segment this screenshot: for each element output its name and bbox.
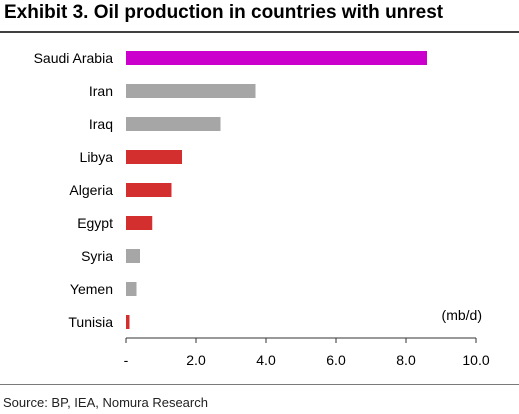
category-label-yemen: Yemen [70, 281, 113, 297]
bar-iran [126, 84, 256, 98]
category-label-iran: Iran [89, 83, 113, 99]
x-tick-label: 10.0 [462, 352, 489, 368]
category-label-iraq: Iraq [89, 116, 113, 132]
bar-algeria [126, 183, 172, 197]
bar-saudi-arabia [126, 51, 427, 65]
x-tick-label: 2.0 [186, 352, 206, 368]
bar-tunisia [126, 315, 130, 329]
category-label-saudi-arabia: Saudi Arabia [34, 50, 114, 66]
bar-yemen [126, 282, 137, 296]
bar-iraq [126, 117, 221, 131]
category-label-libya: Libya [80, 149, 114, 165]
unit-annotation: (mb/d) [442, 307, 482, 323]
source-divider [0, 384, 519, 385]
x-tick-label: - [124, 352, 129, 368]
bar-egypt [126, 216, 153, 230]
bar-libya [126, 150, 182, 164]
x-tick-label: 4.0 [256, 352, 276, 368]
source-note: Source: BP, IEA, Nomura Research [3, 395, 208, 410]
category-label-tunisia: Tunisia [68, 314, 113, 330]
chart-title: Exhibit 3. Oil production in countries w… [4, 2, 444, 23]
title-divider [0, 31, 519, 33]
bar-syria [126, 249, 140, 263]
category-label-syria: Syria [81, 248, 113, 264]
category-label-algeria: Algeria [69, 182, 113, 198]
x-tick-label: 6.0 [326, 352, 346, 368]
x-tick-label: 8.0 [396, 352, 416, 368]
category-label-egypt: Egypt [77, 215, 113, 231]
